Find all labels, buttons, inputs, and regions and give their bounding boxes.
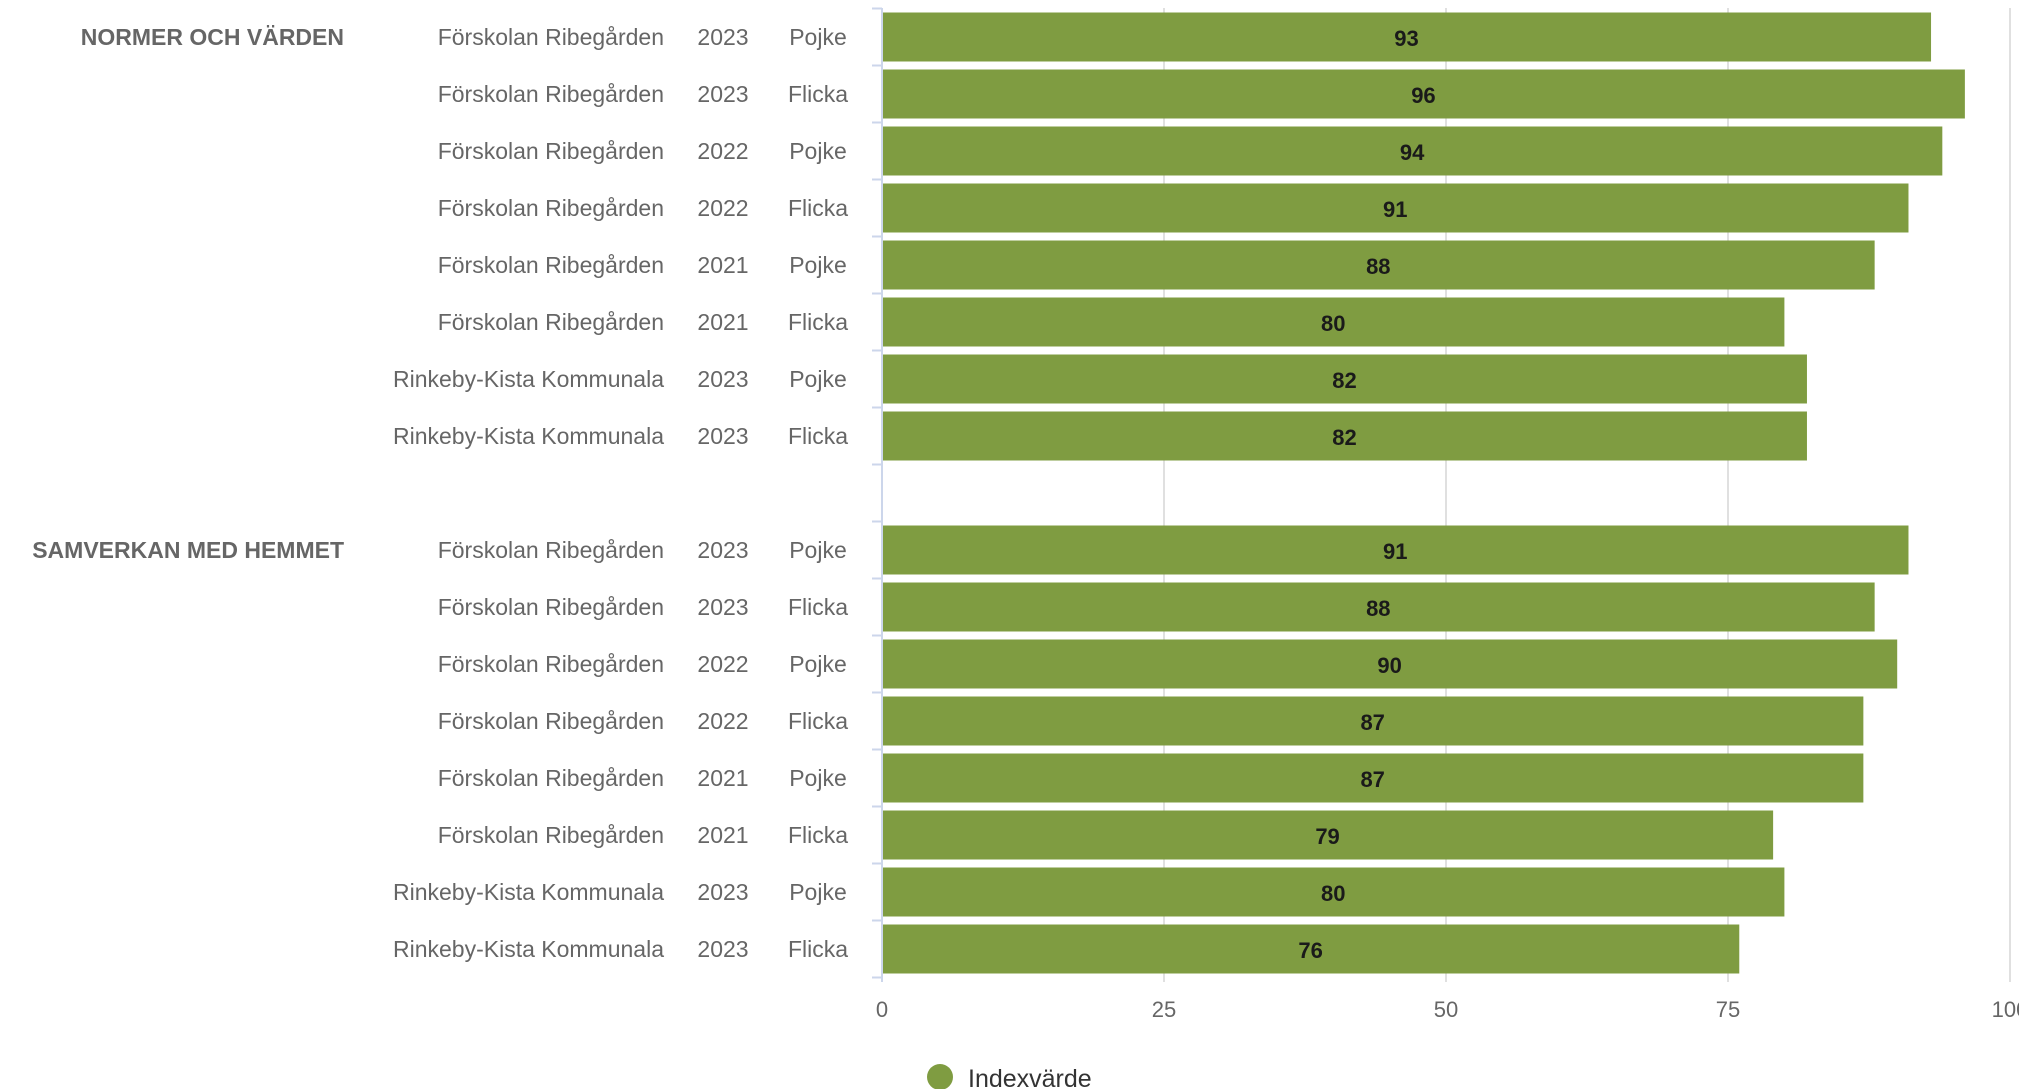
data-label: 94 — [1400, 140, 1425, 165]
axes: 0 25 50 75 100 — [872, 7, 2019, 1022]
row-label-year: 2021 — [697, 252, 748, 278]
row-label-year: 2023 — [697, 366, 748, 392]
row-label-year: 2023 — [697, 24, 748, 50]
row-label-gender: Flicka — [788, 822, 848, 848]
legend-label: Indexvärde — [968, 1065, 1092, 1089]
row-label-gender: Flicka — [788, 936, 848, 962]
row-label-gender: Flicka — [788, 708, 848, 734]
bar — [883, 582, 1875, 632]
bar — [883, 924, 1740, 974]
row-label-gender: Pojke — [789, 765, 847, 791]
row-labels: Förskolan Ribegården 2023 Pojke NORMER OCH … — [32, 24, 848, 962]
row-label-gender: Flicka — [788, 309, 848, 335]
data-label: 76 — [1298, 938, 1322, 963]
row-label-unit: Förskolan Ribegården — [438, 24, 664, 50]
data-label: 82 — [1332, 368, 1356, 393]
data-label: 91 — [1383, 197, 1407, 222]
x-tick-label: 25 — [1152, 997, 1176, 1022]
row-label-year: 2021 — [697, 309, 748, 335]
row-label-gender: Flicka — [788, 81, 848, 107]
data-label: 79 — [1315, 824, 1339, 849]
bar — [883, 12, 1932, 62]
bar — [883, 639, 1898, 689]
row-label-unit: Förskolan Ribegården — [438, 822, 664, 848]
x-tick-label: 0 — [876, 997, 888, 1022]
data-label: 80 — [1321, 881, 1345, 906]
row-label-year: 2021 — [697, 765, 748, 791]
row-label-unit: Förskolan Ribegården — [438, 651, 664, 677]
row-label-year: 2023 — [697, 594, 748, 620]
row-label-gender: Pojke — [789, 252, 847, 278]
row-label-gender: Pojke — [789, 366, 847, 392]
row-label-gender: Flicka — [788, 594, 848, 620]
row-label-year: 2023 — [697, 879, 748, 905]
row-label-unit: Rinkeby-Kista Kommunala — [393, 423, 664, 449]
data-label: 93 — [1394, 26, 1418, 51]
x-tick-label: 75 — [1716, 997, 1740, 1022]
row-label-year: 2022 — [697, 195, 748, 221]
bar — [883, 69, 1965, 119]
data-label: 91 — [1383, 539, 1407, 564]
bar — [883, 753, 1864, 803]
bar — [883, 354, 1807, 404]
row-label-unit: Förskolan Ribegården — [438, 81, 664, 107]
data-label: 90 — [1377, 653, 1401, 678]
row-label-unit: Förskolan Ribegården — [438, 195, 664, 221]
row-label-gender: Pojke — [789, 537, 847, 563]
bars: 93 96 94 91 88 80 82 82 91 88 90 87 87 79 80 76 — [883, 12, 1965, 974]
row-label-gender: Flicka — [788, 195, 848, 221]
group-label: SAMVERKAN MED HEMMET — [32, 537, 344, 563]
data-label: 96 — [1411, 83, 1435, 108]
bar — [883, 696, 1864, 746]
row-label-unit: Förskolan Ribegården — [438, 252, 664, 278]
row-label-year: 2023 — [697, 537, 748, 563]
row-label-year: 2023 — [697, 81, 748, 107]
row-label-unit: Förskolan Ribegården — [438, 138, 664, 164]
bar — [883, 411, 1807, 461]
data-label: 88 — [1366, 254, 1390, 279]
legend-marker-icon — [927, 1064, 953, 1089]
row-label-unit: Förskolan Ribegården — [438, 309, 664, 335]
legend[interactable]: Indexvärde — [927, 1064, 1092, 1089]
row-label-gender: Flicka — [788, 423, 848, 449]
row-label-unit: Förskolan Ribegården — [438, 765, 664, 791]
data-label: 87 — [1360, 767, 1384, 792]
bar — [883, 126, 1943, 176]
bar — [883, 810, 1774, 860]
bar — [883, 525, 1909, 575]
data-label: 88 — [1366, 596, 1390, 621]
row-label-unit: Rinkeby-Kista Kommunala — [393, 879, 664, 905]
row-label-year: 2022 — [697, 138, 748, 164]
data-label: 80 — [1321, 311, 1345, 336]
x-tick-label: 50 — [1434, 997, 1458, 1022]
row-label-gender: Pojke — [789, 651, 847, 677]
row-label-unit: Förskolan Ribegården — [438, 708, 664, 734]
row-label-year: 2023 — [697, 936, 748, 962]
row-label-year: 2022 — [697, 708, 748, 734]
row-label-gender: Pojke — [789, 879, 847, 905]
data-label: 87 — [1360, 710, 1384, 735]
data-label: 82 — [1332, 425, 1356, 450]
bar — [883, 867, 1785, 917]
row-label-gender: Pojke — [789, 138, 847, 164]
bar — [883, 240, 1875, 290]
bar — [883, 183, 1909, 233]
bar — [883, 297, 1785, 347]
row-label-unit: Förskolan Ribegården — [438, 594, 664, 620]
row-label-unit: Rinkeby-Kista Kommunala — [393, 936, 664, 962]
group-label: NORMER OCH VÄRDEN — [81, 24, 344, 50]
row-label-gender: Pojke — [789, 24, 847, 50]
row-label-year: 2023 — [697, 423, 748, 449]
row-label-unit: Förskolan Ribegården — [438, 537, 664, 563]
row-label-year: 2022 — [697, 651, 748, 677]
row-label-year: 2021 — [697, 822, 748, 848]
row-label-unit: Rinkeby-Kista Kommunala — [393, 366, 664, 392]
x-tick-label: 100 — [1992, 997, 2019, 1022]
